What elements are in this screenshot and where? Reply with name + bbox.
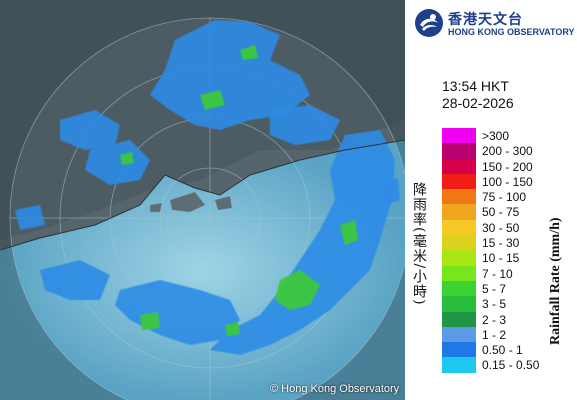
radar-map: © Hong Kong Observatory	[0, 0, 405, 400]
legend-item: 50 - 75	[442, 204, 572, 220]
islands	[149, 191, 233, 213]
legend-swatch	[442, 158, 476, 174]
legend-swatch	[442, 250, 476, 266]
legend-label: 200 - 300	[482, 144, 533, 159]
legend-swatch	[442, 342, 476, 358]
legend-label: 30 - 50	[482, 220, 520, 235]
legend-swatch	[442, 296, 476, 312]
hko-logo: 香港天文台 HONG KONG OBSERVATORY	[414, 6, 575, 40]
org-name-en: HONG KONG OBSERVATORY	[448, 27, 575, 37]
legend-swatch	[442, 235, 476, 251]
legend-label: 7 - 10	[482, 266, 513, 281]
org-name-zh: 香港天文台	[448, 12, 523, 28]
legend-label: 1 - 2	[482, 327, 507, 342]
hko-emblem-icon	[415, 9, 443, 37]
legend-item: 0.15 - 0.50	[442, 357, 572, 373]
legend-label: 15 - 30	[482, 236, 520, 251]
legend-item: 30 - 50	[442, 219, 572, 236]
legend-swatch	[442, 143, 476, 159]
legend-label: >300	[482, 129, 510, 143]
legend-label: 100 - 150	[482, 174, 533, 189]
legend-swatch	[442, 265, 476, 281]
legend-item: >300	[442, 128, 572, 144]
rainfall-legend: >300 200 - 300 150 - 200 100 - 150 75 - 100 5…	[442, 128, 572, 373]
legend-title-zh: 降雨率(毫米/小時)	[411, 182, 427, 306]
legend-item: 1 - 2	[442, 326, 572, 343]
radar-image	[0, 0, 405, 400]
legend-item: 200 - 300	[442, 143, 572, 159]
legend-swatch	[442, 189, 476, 205]
legend-label: 0.15 - 0.50	[482, 358, 540, 373]
legend-swatch	[442, 326, 476, 343]
rain-echoes-light	[15, 20, 400, 355]
rain-echoes-moderate	[120, 45, 358, 336]
legend-item: 5 - 7	[442, 280, 572, 297]
radar-time: 13:54 HKT	[442, 78, 509, 94]
legend-item: 7 - 10	[442, 265, 572, 281]
legend-swatch	[442, 311, 476, 327]
copyright-notice: © Hong Kong Observatory	[270, 383, 400, 395]
legend-label: 150 - 200	[482, 159, 533, 174]
legend-label: 2 - 3	[482, 312, 507, 327]
legend-label: 3 - 5	[482, 297, 507, 312]
legend-label: 10 - 15	[482, 251, 520, 266]
legend-swatch	[442, 173, 476, 190]
legend-item: 75 - 100	[442, 189, 572, 205]
legend-swatch	[442, 219, 476, 236]
legend-label: 0.50 - 1	[482, 343, 523, 358]
legend-swatch	[442, 128, 476, 144]
legend-label: 5 - 7	[482, 281, 507, 296]
legend-item: 15 - 30	[442, 235, 572, 251]
legend-label: 50 - 75	[482, 205, 520, 220]
legend-swatch	[442, 357, 476, 373]
legend-title-en: Rainfall Rate (mm/h)	[548, 217, 563, 345]
info-panel: 香港天文台 HONG KONG OBSERVATORY 13:54 HKT 28…	[405, 0, 577, 400]
coastline	[0, 139, 405, 251]
radar-range-mask	[0, 0, 405, 400]
legend-swatch	[442, 204, 476, 220]
legend-item: 3 - 5	[442, 296, 572, 312]
legend-item: 2 - 3	[442, 311, 572, 327]
radar-date: 28-02-2026	[442, 95, 514, 111]
legend-item: 150 - 200	[442, 158, 572, 174]
legend-swatch	[442, 280, 476, 297]
legend-item: 0.50 - 1	[442, 342, 572, 358]
legend-item: 100 - 150	[442, 173, 572, 190]
legend-label: 75 - 100	[482, 190, 527, 205]
legend-item: 10 - 15	[442, 250, 572, 266]
